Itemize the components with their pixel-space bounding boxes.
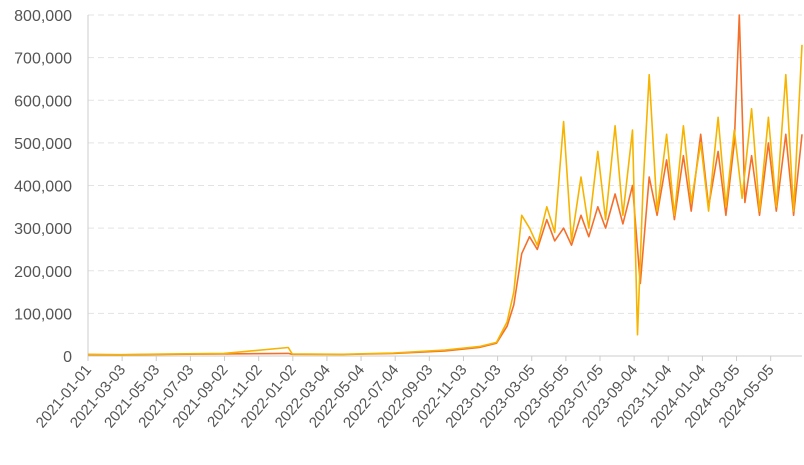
x-axis-ticks: 2021-01-012021-03-032021-05-032021-07-03… <box>33 356 778 431</box>
series-line-1 <box>87 14 803 356</box>
y-tick-label: 300,000 <box>14 221 72 238</box>
y-tick-label: 0 <box>63 349 72 366</box>
y-tick-label: 400,000 <box>14 179 72 196</box>
series-line-2 <box>87 44 803 356</box>
y-tick-label: 100,000 <box>14 306 72 323</box>
series-lines <box>87 14 803 356</box>
grid-lines <box>88 14 802 314</box>
y-tick-label: 500,000 <box>14 136 72 153</box>
y-tick-label: 600,000 <box>14 93 72 110</box>
y-tick-label: 800,000 <box>14 8 72 25</box>
y-axis-ticks: 0 100,000 200,000 300,000 400,000 500,000 600,… <box>14 8 72 366</box>
y-tick-label: 700,000 <box>14 51 72 68</box>
y-tick-label: 200,000 <box>14 264 72 281</box>
